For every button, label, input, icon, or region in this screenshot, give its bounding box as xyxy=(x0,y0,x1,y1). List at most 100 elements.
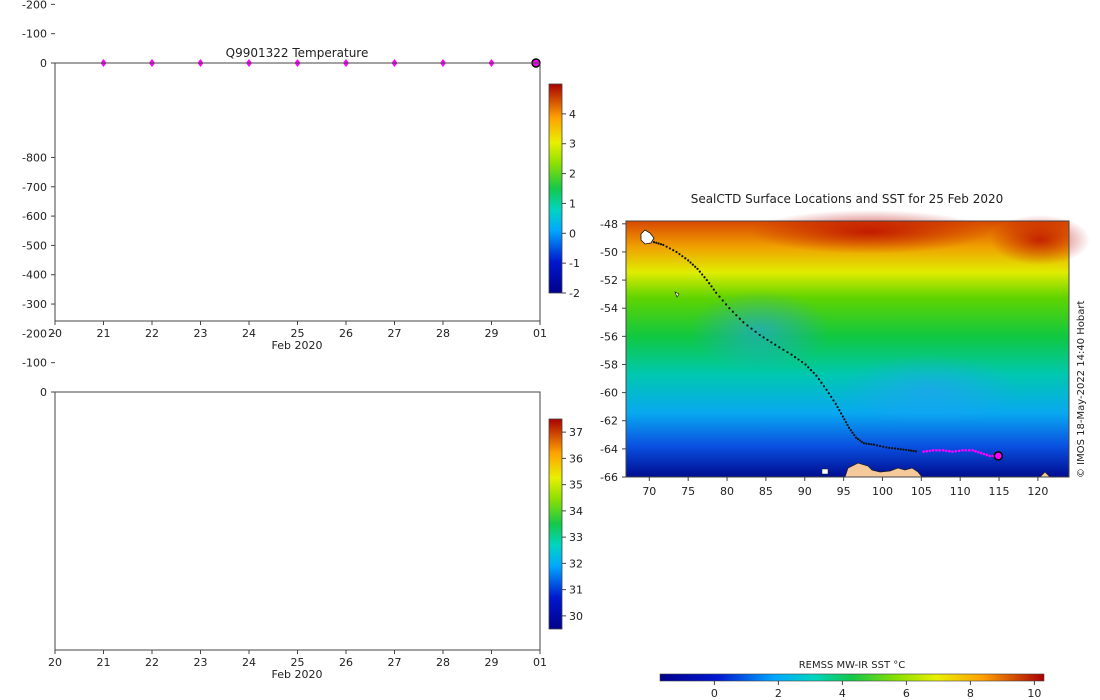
track-point xyxy=(896,447,900,450)
salinity-x-label: Feb 2020 xyxy=(272,668,323,681)
track-point xyxy=(849,429,852,432)
track-point xyxy=(659,243,663,246)
track-point xyxy=(665,245,668,248)
y-tick-label: -400 xyxy=(22,269,47,282)
map-x-ticks: 70 75 80 85 90 95 100 105 110 115 120 xyxy=(642,477,1048,498)
track-point xyxy=(790,353,793,356)
temperature-title: Q9901322 Temperature xyxy=(226,46,369,60)
x-tick-label: 24 xyxy=(242,656,256,669)
sst-colorbar-tick-label: 6 xyxy=(903,687,910,700)
salinity-x-ticks: 20 21 22 23 24 25 26 27 28 29 01 xyxy=(48,650,547,669)
track-point xyxy=(854,436,858,439)
recent-track-point xyxy=(988,454,992,458)
track-point xyxy=(843,418,846,421)
map-x-tick-label: 95 xyxy=(837,485,851,498)
track-point xyxy=(894,447,897,450)
y-tick-label: -300 xyxy=(22,298,47,311)
map-y-tick-label: -52 xyxy=(600,274,618,287)
temperature-panel: Q9901322 Temperature 0 -100 -200 -300 -400 -5… xyxy=(22,0,580,352)
track-point xyxy=(793,355,797,359)
cool-water-patch xyxy=(840,355,1020,425)
seal-track xyxy=(652,240,917,453)
track-point xyxy=(708,282,711,285)
track-point xyxy=(860,440,863,443)
x-tick-label: 26 xyxy=(339,327,353,340)
colorbar-tick-label: -2 xyxy=(569,287,580,300)
y-tick-label: -800 xyxy=(22,151,47,164)
track-point xyxy=(905,448,908,452)
track-point xyxy=(830,395,833,398)
track-point xyxy=(698,270,701,273)
temperature-colorbar-ticks: 4 3 2 1 0 -1 -2 xyxy=(562,108,580,300)
y-tick-label: -200 xyxy=(22,0,47,11)
track-point xyxy=(825,388,828,391)
track-point xyxy=(694,265,697,268)
track-point xyxy=(862,442,865,445)
temperature-x-label: Feb 2020 xyxy=(272,339,323,352)
track-point xyxy=(766,338,769,341)
sst-map-panel: SealCTD Surface Locations and SST for 25… xyxy=(600,192,1090,700)
temperature-plot-area xyxy=(55,63,540,321)
track-point xyxy=(872,443,876,446)
track-point xyxy=(853,434,856,437)
track-point xyxy=(817,378,821,381)
track-point xyxy=(836,405,839,409)
track-point xyxy=(735,314,738,317)
track-point xyxy=(856,437,860,441)
recent-track-point xyxy=(922,450,925,453)
y-tick-label: -500 xyxy=(22,239,47,252)
recent-track-point xyxy=(941,448,945,452)
colorbar-tick-label: -1 xyxy=(569,257,580,270)
recent-track-point xyxy=(982,452,986,456)
kerguelen-island xyxy=(640,229,655,245)
sst-colorbar-tick-label: 8 xyxy=(967,687,974,700)
colorbar-tick-label: 34 xyxy=(569,505,583,518)
colorbar-tick-label: 32 xyxy=(569,557,583,570)
map-y-tick-label: -62 xyxy=(600,415,618,428)
recent-track-point xyxy=(985,453,989,457)
colorbar-tick-label: 35 xyxy=(569,479,583,492)
sst-colorbar xyxy=(659,673,1045,682)
map-y-tick-label: -60 xyxy=(600,387,618,400)
temperature-x-ticks: 20 21 22 23 24 25 26 27 28 29 01 xyxy=(48,321,547,340)
map-y-tick-label: -54 xyxy=(600,302,618,315)
colorbar-tick-label: 4 xyxy=(569,108,576,121)
recent-track-point xyxy=(957,449,961,453)
map-y-tick-label: -48 xyxy=(600,218,618,231)
recent-track-point xyxy=(979,451,983,455)
recent-track-point xyxy=(938,448,942,452)
x-tick-label: 23 xyxy=(194,656,208,669)
track-point xyxy=(839,412,843,415)
track-point xyxy=(865,442,868,445)
track-point xyxy=(710,285,713,288)
map-x-tick-label: 110 xyxy=(950,485,971,498)
track-point xyxy=(807,366,810,369)
recent-track-point xyxy=(954,449,958,453)
colorbar-tick-label: 0 xyxy=(569,227,576,240)
salinity-y-ticks: 0 -100 -200 -300 -400 -500 -600 -700 -800 xyxy=(22,151,55,399)
sst-colorbar-tick-label: 0 xyxy=(711,687,718,700)
track-point xyxy=(885,446,888,449)
y-tick-label: 0 xyxy=(40,57,47,70)
track-point xyxy=(832,399,835,402)
x-tick-label: 21 xyxy=(97,656,111,669)
x-tick-label: 28 xyxy=(436,656,450,669)
track-point xyxy=(782,348,785,351)
track-point xyxy=(804,363,807,366)
track-point xyxy=(910,449,913,452)
track-point xyxy=(774,343,777,346)
track-point xyxy=(701,273,704,276)
track-point xyxy=(754,330,757,333)
colorbar-tick-label: 31 xyxy=(569,584,583,597)
x-tick-label: 29 xyxy=(485,327,499,340)
track-point xyxy=(718,295,721,298)
x-tick-label: 21 xyxy=(97,327,111,340)
recent-track-point xyxy=(991,454,994,458)
x-tick-label: 29 xyxy=(485,656,499,669)
track-point xyxy=(657,242,660,245)
track-point xyxy=(668,247,672,250)
map-y-tick-label: -56 xyxy=(600,330,618,343)
sst-colorbar-tick-label: 4 xyxy=(839,687,846,700)
sst-colorbar-ticks: 0 2 4 6 8 10 xyxy=(711,681,1041,700)
temperature-y-ticks: 0-100-200-300-400-500-600-700-800 xyxy=(22,0,55,70)
